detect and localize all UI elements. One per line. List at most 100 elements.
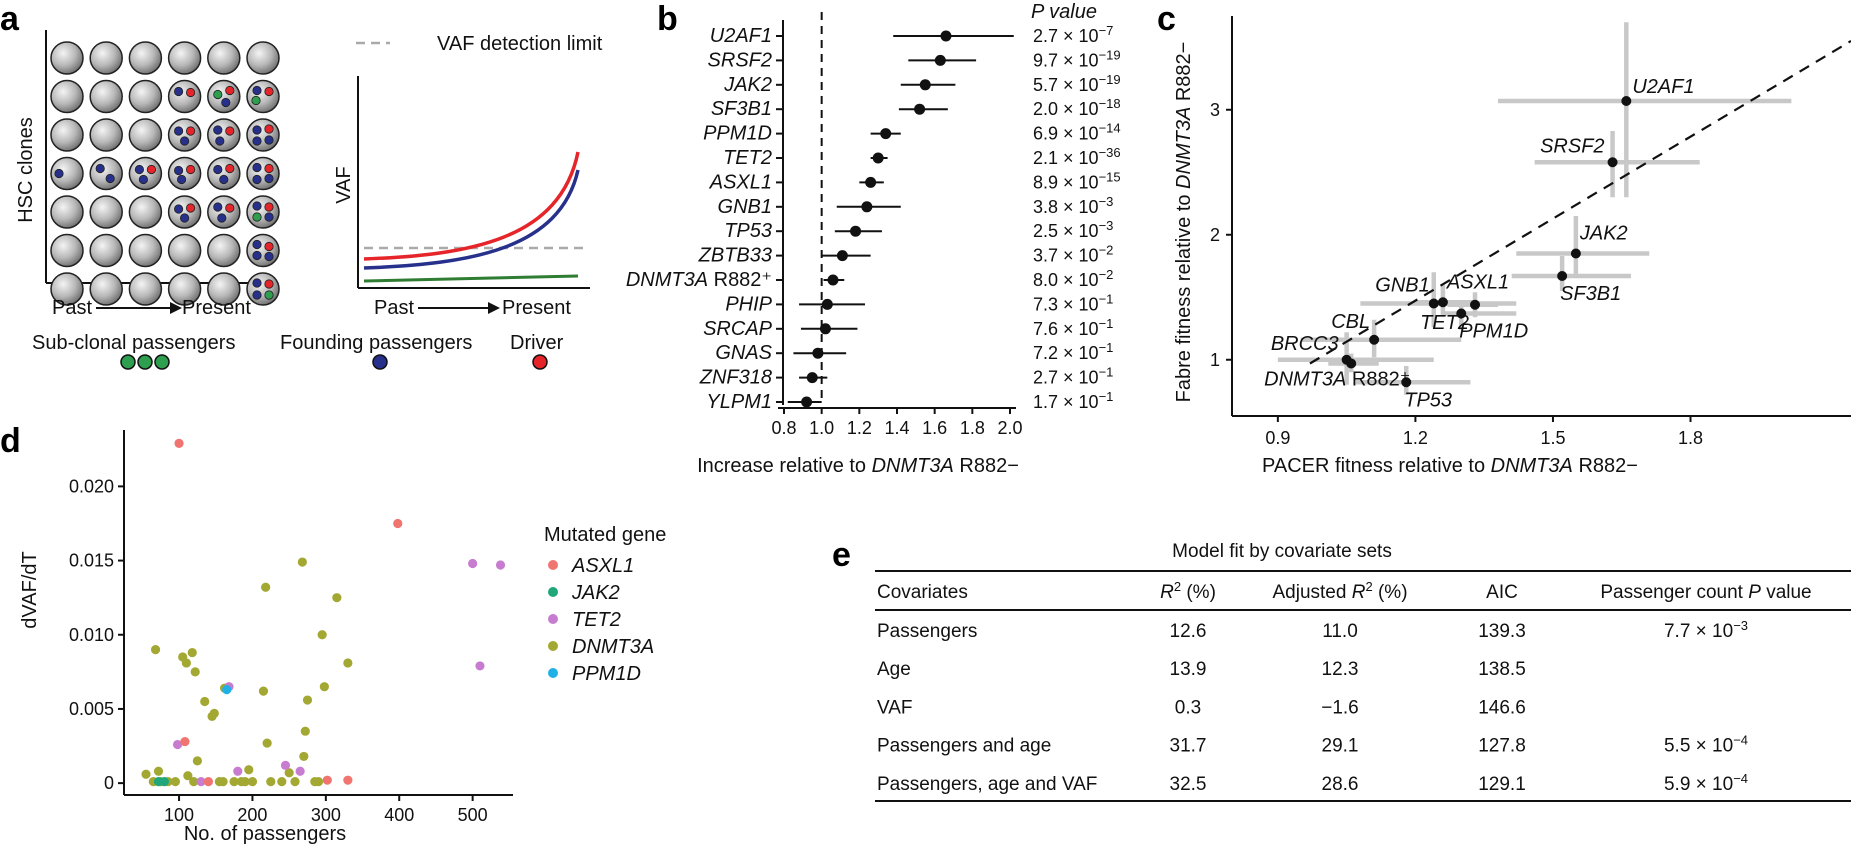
y-tick-label: 0.020 [69, 476, 114, 496]
table-cell: 139.3 [1478, 621, 1526, 642]
fitness-point [1570, 248, 1581, 259]
mutation-dot [264, 212, 274, 222]
gene-label: TET2 [723, 147, 772, 169]
hsc-clone [89, 233, 123, 268]
dvaf-legend: ASXL1 JAK2 TET2 DNMT3A PPM1D [548, 555, 654, 685]
data-point-dnmt3a [209, 708, 219, 718]
table-cell: Passengers, age and VAF [877, 774, 1097, 795]
founding-dot [372, 354, 388, 370]
panel-c-letter: c [1157, 0, 1176, 38]
legend-swatch [548, 641, 558, 651]
panel-d: d 100 200 300 400 500 0 0.005 0.010 0.015 0.020 N… [0, 422, 666, 844]
legend-entry: PPM1D [572, 663, 641, 685]
mutation-dot [264, 124, 274, 134]
sub-clonal-legend-label: Sub-clonal passengers [32, 332, 235, 354]
data-point-tet2 [495, 560, 506, 570]
mutation-dot [213, 202, 223, 212]
hsc-clone [246, 195, 280, 229]
vaf-time-arrowhead [488, 302, 500, 314]
sub-clonal-dot-1 [120, 354, 136, 370]
gene-label: TP53 [724, 220, 772, 242]
mutation-dot [95, 163, 105, 174]
hsc-clone [246, 118, 280, 152]
mutation-dot [174, 165, 184, 176]
hsc-clones-label: HSC clones [15, 117, 37, 223]
estimate-point [827, 274, 839, 286]
x-tick-label: 0.8 [771, 418, 796, 438]
table-header: R2 (%) [1160, 579, 1216, 603]
hsc-clone [167, 272, 202, 306]
data-point-dnmt3a [261, 582, 271, 592]
estimate-point [940, 30, 952, 42]
mutation-dot [186, 164, 196, 175]
x-tick-label: 0.9 [1265, 428, 1290, 448]
mutation-dot [217, 213, 227, 223]
hsc-clone [89, 272, 123, 306]
data-point-dnmt3a [319, 682, 329, 692]
mutation-dot [105, 173, 115, 184]
gene-label: PHIP [725, 293, 772, 315]
mutation-dot [134, 164, 144, 175]
fitness-point-label: ASXL1 [1446, 271, 1509, 293]
fitness-point [1401, 377, 1412, 388]
data-point-tet2 [475, 661, 485, 671]
gene-label: ZNF318 [699, 367, 772, 389]
data-point-tet2 [468, 558, 478, 569]
estimate-point [819, 323, 831, 335]
data-point-dnmt3a [284, 768, 294, 778]
fitness-point [1621, 96, 1632, 106]
data-point-asxl1 [343, 775, 353, 785]
mutation-dot [252, 278, 262, 288]
p-value: 6.9 × 10−14 [1033, 121, 1121, 144]
gene-label: GNB1 [718, 196, 772, 218]
fitness-point-label: JAK2 [1579, 223, 1628, 245]
gene-label: U2AF1 [710, 25, 772, 47]
mutation-dot [264, 290, 274, 300]
pvalue-header: P value [1031, 1, 1097, 23]
data-point-dnmt3a [170, 777, 180, 787]
data-point-dnmt3a [192, 756, 202, 766]
hsc-clone [246, 272, 280, 306]
x-tick-label: 100 [164, 805, 194, 825]
data-point-dnmt3a [258, 686, 269, 696]
mutation-dot [264, 202, 274, 212]
panel-a-letter: a [0, 0, 20, 38]
gene-label: JAK2 [723, 74, 772, 96]
panel-a: a HSC clones Past Present VAF detection … [0, 0, 603, 370]
estimate-point [914, 103, 926, 115]
mutation-dot [251, 95, 261, 106]
table-cell: −1.6 [1321, 697, 1359, 718]
p-value: 7.3 × 10−1 [1033, 291, 1113, 314]
hsc-clone [167, 41, 202, 75]
x-tick-label: 1.0 [809, 418, 834, 438]
hsc-clone [128, 118, 163, 152]
clone-grid [50, 41, 280, 306]
fitness-point-label: GNB1 [1375, 275, 1429, 297]
hsc-clone [207, 233, 241, 268]
mutation-dot [225, 163, 235, 174]
driver-legend-label: Driver [510, 332, 564, 354]
data-point-dnmt3a [332, 593, 342, 603]
hsc-clone [128, 195, 163, 229]
mutation-dot [146, 164, 156, 175]
founding-legend-label: Founding passengers [280, 332, 472, 354]
panel-b: b P value 0.8 1.0 1.2 1.4 1.6 1.8 2.0 U2AF1 2.7 … [626, 0, 1121, 477]
panel-e: e Model fit by covariate sets Covariates… [832, 536, 1851, 802]
legend-swatch [548, 668, 558, 678]
table-cell: 11.0 [1322, 621, 1358, 642]
panel-c-xlabel: PACER fitness relative to DNMT3A R882− [1262, 455, 1638, 477]
data-point-asxl1 [203, 777, 214, 787]
hsc-clone [167, 79, 202, 114]
mutation-dot [186, 203, 196, 213]
hsc-clone [167, 156, 202, 191]
x-tick-label: 200 [237, 805, 267, 825]
y-tick-label: 0.010 [69, 625, 114, 645]
fitness-point-label: TET2 [1420, 312, 1469, 334]
data-point-dnmt3a [277, 777, 287, 787]
founding-curve [363, 169, 580, 270]
data-point-dnmt3a [218, 777, 228, 787]
p-value: 3.8 × 10−3 [1033, 194, 1113, 217]
legend-swatch [548, 587, 558, 597]
panel-c-ylabel: Fabre fitness relative to DNMT3A R882− [1173, 42, 1195, 403]
hsc-clone [128, 156, 163, 191]
